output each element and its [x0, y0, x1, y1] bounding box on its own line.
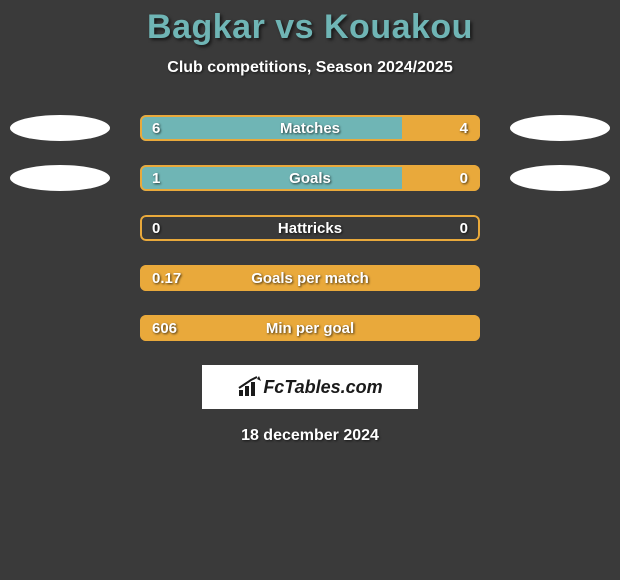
stat-label: Min per goal — [140, 315, 480, 341]
stat-bar: 6Matches4 — [140, 115, 480, 141]
stat-row: 606Min per goal — [0, 315, 620, 341]
stat-value-right: 4 — [460, 115, 468, 141]
stat-value-right: 0 — [460, 165, 468, 191]
stat-row: 1Goals0 — [0, 165, 620, 191]
stat-label: Matches — [140, 115, 480, 141]
chart-icon — [237, 376, 263, 398]
stat-label: Goals per match — [140, 265, 480, 291]
stat-bar: 0Hattricks0 — [140, 215, 480, 241]
player-ellipse-right — [510, 165, 610, 191]
date-text: 18 december 2024 — [0, 427, 620, 445]
player-ellipse-right — [510, 115, 610, 141]
stat-bar: 1Goals0 — [140, 165, 480, 191]
stat-row: 6Matches4 — [0, 115, 620, 141]
stat-row: 0Hattricks0 — [0, 215, 620, 241]
comparison-infographic: Bagkar vs Kouakou Club competitions, Sea… — [0, 0, 620, 445]
stat-bar: 606Min per goal — [140, 315, 480, 341]
subtitle: Club competitions, Season 2024/2025 — [0, 59, 620, 77]
logo-text: FcTables.com — [263, 377, 382, 398]
stat-bar: 0.17Goals per match — [140, 265, 480, 291]
stat-label: Goals — [140, 165, 480, 191]
stat-value-right: 0 — [460, 215, 468, 241]
stat-label: Hattricks — [140, 215, 480, 241]
stat-rows: 6Matches41Goals00Hattricks00.17Goals per… — [0, 115, 620, 341]
page-title: Bagkar vs Kouakou — [0, 8, 620, 47]
player-ellipse-left — [10, 115, 110, 141]
logo-box: FcTables.com — [202, 365, 418, 409]
stat-row: 0.17Goals per match — [0, 265, 620, 291]
player-ellipse-left — [10, 165, 110, 191]
